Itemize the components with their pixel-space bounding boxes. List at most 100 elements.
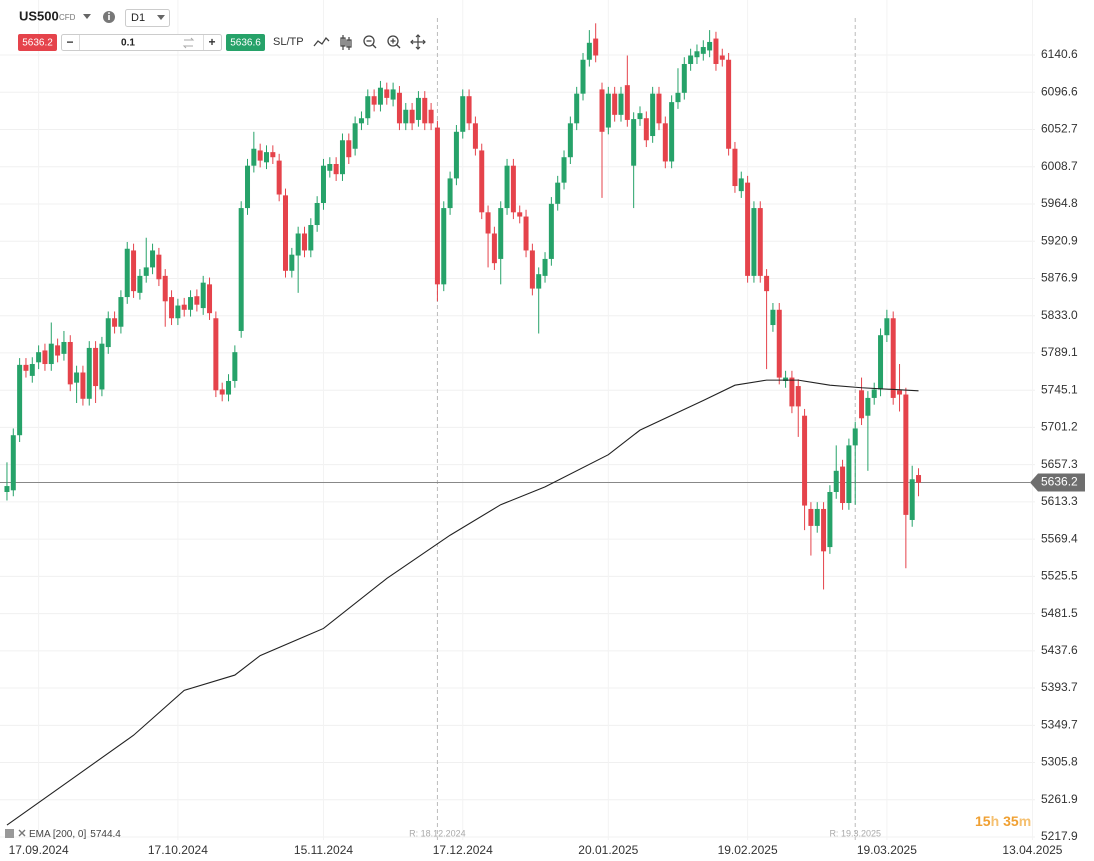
volume[interactable]: 0.1 [121, 38, 135, 49]
sell-button[interactable] [18, 34, 57, 51]
candle-body [637, 113, 643, 120]
candle-body [422, 97, 428, 124]
ema-line [6, 379, 919, 826]
candle-body [434, 127, 440, 285]
legend-icon[interactable] [5, 829, 14, 838]
y-tick-label: 6052.7 [1041, 122, 1078, 136]
timer-minutes: 35 [1003, 813, 1019, 829]
candle-body [264, 152, 270, 163]
candle-body [770, 309, 776, 326]
candle-body [662, 123, 668, 162]
zoom-in-icon[interactable] [387, 35, 401, 49]
candle-body [29, 364, 35, 376]
indicator-legend: EMA [200, 0] 5744.4 [5, 829, 121, 840]
candle-body [238, 208, 244, 331]
y-tick-label: 5481.5 [1041, 606, 1078, 620]
candle-body [814, 508, 820, 526]
candle-body [764, 275, 770, 292]
candle-body [308, 225, 314, 251]
y-tick-label: 5305.8 [1041, 755, 1078, 769]
candle-body [67, 341, 73, 385]
candle-body [574, 93, 580, 124]
candle-body [384, 89, 390, 98]
move-icon[interactable] [410, 34, 426, 50]
candle-body [112, 318, 118, 327]
candle-body [485, 212, 491, 234]
candle-body [713, 38, 719, 64]
candle-body [124, 248, 130, 298]
candle-body [916, 475, 922, 483]
current-price-tag [1030, 473, 1085, 492]
candle-body [498, 208, 504, 259]
y-tick-label: 5657.3 [1041, 457, 1078, 471]
candle-body [859, 390, 865, 419]
candle-body [276, 160, 282, 195]
swap-icon[interactable] [182, 37, 195, 49]
candle-body [840, 466, 846, 504]
candle-body [567, 123, 573, 158]
y-tick-label: 5613.3 [1041, 494, 1078, 508]
candle-body [17, 364, 23, 436]
zoom-out-icon[interactable] [363, 35, 377, 49]
y-tick-label: 5833.0 [1041, 308, 1078, 322]
timeframe-select[interactable] [125, 9, 170, 27]
line-chart-icon[interactable] [313, 36, 330, 47]
candle-body [491, 233, 497, 264]
candle-body [396, 92, 402, 124]
candle-body [548, 203, 554, 259]
symbol[interactable]: US500 [19, 8, 59, 23]
legend-remove[interactable] [18, 829, 26, 837]
legend-name: EMA [200, 0] [29, 829, 86, 840]
candle-body [207, 284, 213, 314]
candle-body [460, 96, 466, 132]
candle-body [897, 390, 903, 395]
candle-body [871, 389, 877, 398]
legend-value: 5744.4 [90, 829, 121, 840]
candle-body [333, 163, 339, 175]
y-tick-label: 5349.7 [1041, 717, 1078, 731]
candle-body [656, 93, 662, 124]
y-tick-label: 5569.4 [1041, 531, 1078, 545]
sl-tp[interactable]: SL/TP [273, 36, 304, 48]
candle-body [390, 89, 396, 100]
candle-body [181, 304, 187, 310]
y-tick-label: 5261.9 [1041, 792, 1078, 806]
candle-body [669, 102, 675, 162]
candle-body [377, 87, 383, 105]
buy-price: 5636.6 [230, 38, 261, 49]
candle-body [93, 347, 99, 387]
candle-body [137, 275, 143, 293]
candle-body [561, 157, 567, 183]
y-tick-label: 5393.7 [1041, 680, 1078, 694]
timer-minutes-unit: m [1019, 813, 1031, 829]
candle-body [694, 51, 700, 58]
volume-minus[interactable]: − [66, 35, 73, 49]
candle-body [80, 372, 86, 399]
candle-body [783, 377, 789, 381]
candle-body [846, 445, 852, 504]
candle-body [523, 216, 529, 251]
buy-button[interactable] [226, 34, 265, 51]
candle-body [339, 140, 345, 175]
candle-body [371, 96, 377, 105]
candle-body [301, 233, 307, 251]
candle-icon[interactable] [340, 35, 352, 50]
candle-body [226, 380, 232, 395]
candle-body [738, 178, 744, 192]
y-tick-label: 5437.6 [1041, 643, 1078, 657]
candle-body [270, 152, 276, 158]
symbol-dropdown[interactable] [83, 14, 91, 19]
y-tick-label: 5745.1 [1041, 382, 1078, 396]
x-tick-label: 17.09.2024 [9, 843, 69, 857]
candle-body [232, 352, 238, 381]
candle-body [675, 92, 681, 103]
candle-body [143, 267, 149, 276]
candle-body [358, 118, 364, 124]
x-tick-label: 15.11.2024 [294, 843, 353, 857]
current-price-label: 5636.2 [1041, 475, 1078, 489]
candle-body [314, 202, 320, 226]
candle-body [650, 93, 656, 137]
volume-plus[interactable]: + [208, 35, 215, 49]
